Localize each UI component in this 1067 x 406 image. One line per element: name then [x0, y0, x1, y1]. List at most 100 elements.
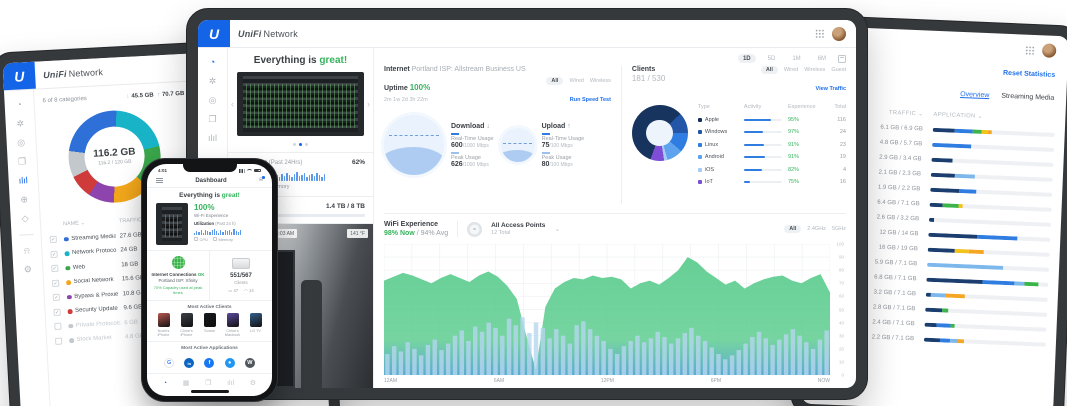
app-icon-google[interactable]: G [164, 358, 175, 369]
category-checkbox[interactable] [54, 322, 62, 331]
chevron-down-icon[interactable]: ⌄ [554, 226, 561, 233]
run-speed-test-link[interactable]: Run Speed Test [569, 97, 611, 103]
nav-dashboard-icon[interactable]: ◔ [162, 379, 168, 387]
phone-screen: 4:01 Dashboard ⍾ Everything is great! [147, 164, 272, 396]
y-axis-label: 0 [841, 372, 844, 378]
sidebar-item-dashboard-icon[interactable]: ◔ [209, 57, 216, 67]
signal-icon [239, 168, 245, 173]
category-checkbox[interactable]: ✓ [51, 279, 60, 287]
view-traffic-link[interactable]: View Traffic [815, 86, 846, 92]
clients-tab-guest[interactable]: Guest [831, 67, 846, 73]
sidebar-item-settings-icon[interactable]: ⚙ [23, 264, 33, 275]
time-range-1d[interactable]: 1D [737, 54, 756, 63]
carousel-dot[interactable] [305, 143, 308, 146]
clients-table-header: Type Activity Experience Total [697, 104, 846, 111]
application-stacked-bar [927, 262, 1050, 272]
menu-icon[interactable] [156, 178, 163, 183]
carousel-dot-active[interactable] [299, 143, 302, 146]
sidebar-item-map-icon[interactable]: ⊕ [20, 194, 29, 205]
notifications-bell-icon[interactable]: ⍾ [259, 176, 265, 183]
tab-streaming-media[interactable]: Streaming Media [1001, 92, 1055, 102]
most-active-client[interactable]: Noah's iPhone [154, 313, 173, 337]
carousel-dot[interactable] [293, 143, 296, 146]
application-stacked-bar [925, 292, 1048, 302]
uptime-duration: 2m 1w 2d 3h 22m [384, 97, 428, 103]
sidebar-item-statistics-icon[interactable]: ılıl [18, 175, 28, 186]
carousel-next-icon[interactable]: › [367, 98, 370, 109]
wifi-tab-all[interactable]: All [784, 225, 802, 233]
sidebar-item-topology-icon[interactable]: ✲ [208, 76, 217, 86]
user-avatar[interactable] [832, 26, 846, 41]
nav-settings-icon[interactable]: ⚙ [249, 380, 257, 387]
sidebar-item-insights-icon[interactable]: ◇ [21, 213, 29, 224]
app-icon-messenger[interactable]: ● [224, 358, 235, 369]
sidebar-item-unifi-devices-icon[interactable]: ◎ [17, 137, 26, 148]
category-checkbox[interactable]: ✓ [52, 293, 61, 302]
sidebar-item-unifi-devices-icon[interactable]: ◎ [208, 95, 217, 105]
most-active-client[interactable]: LG TV [246, 313, 265, 337]
most-active-client[interactable]: Chloe's iPhone [177, 313, 196, 337]
most-active-apps-title: Most Active Applications [181, 346, 238, 352]
clients-table-row: Android 91% 19 [697, 151, 846, 164]
sidebar-item-dashboard-icon[interactable]: ◔ [16, 99, 23, 110]
internet-tab-wireless[interactable]: Wireless [589, 78, 611, 84]
clients-tab-all[interactable]: All [760, 66, 778, 74]
client-photo [203, 313, 216, 328]
globe-icon [171, 256, 185, 269]
app-launcher-icon[interactable] [815, 29, 824, 38]
client-label: Chloe's iPhone [180, 329, 193, 338]
wifi-tab-2.4ghz[interactable]: 2.4GHz [807, 226, 826, 232]
time-range-1m[interactable]: 1M [792, 55, 801, 62]
app-icon-facebook[interactable]: f [204, 358, 215, 369]
nav-devices-icon[interactable]: ▦ [182, 380, 190, 387]
categories-count: 6 of 8 categories [42, 95, 88, 105]
category-dot [66, 294, 72, 300]
cpu-checkbox[interactable] [194, 237, 198, 241]
experience-value: 97% [788, 129, 800, 136]
application-stacked-bar [926, 277, 1049, 287]
internet-connections-card[interactable]: Internet Connections OK Portland ISP: Xf… [147, 251, 209, 300]
app-launcher-icon[interactable] [1025, 45, 1035, 55]
most-active-client[interactable]: Sonos [200, 313, 219, 337]
most-active-client[interactable]: Chloe's Macbook [223, 313, 242, 337]
category-checkbox[interactable]: ✓ [51, 264, 59, 273]
reset-statistics-link[interactable]: Reset Statistics [1002, 69, 1056, 79]
category-checkbox[interactable] [54, 337, 63, 345]
sidebar-item-statistics-icon[interactable]: ılıl [208, 133, 217, 143]
donut-total: 116.2 GB [92, 146, 136, 160]
category-checkbox[interactable]: ✓ [50, 250, 58, 258]
clients-tab-wired[interactable]: Wired [783, 67, 799, 73]
carousel-dots [228, 140, 373, 153]
clients-card[interactable]: 551/567 Clients ▭ 47 ◠ 14 [209, 251, 272, 301]
download-arrow-icon: ↓ [126, 93, 130, 100]
sidebar-item-clients-icon[interactable]: ❐ [17, 156, 27, 167]
sidebar-item-notifications-icon[interactable]: ⍾ [23, 245, 31, 256]
internet-tab-wired[interactable]: Wired [569, 78, 584, 84]
application-stacked-bar [930, 187, 1053, 197]
user-avatar[interactable] [1041, 43, 1057, 58]
tab-overview[interactable]: Overview [960, 90, 990, 100]
category-dot [65, 280, 71, 285]
carousel-prev-icon[interactable]: ‹ [231, 98, 234, 109]
dashboard-main: 1D 5D 1M 6M Internet Portland ISP: Allstrea… [374, 48, 856, 388]
internet-tab-all[interactable]: All [546, 77, 564, 85]
client-label: Sonos [204, 329, 215, 334]
nav-statistics-icon[interactable]: ılıl [227, 379, 235, 387]
category-checkbox[interactable]: ✓ [53, 308, 61, 316]
time-range-5d[interactable]: 5D [767, 55, 776, 62]
wifi-tab-5ghz[interactable]: 5GHz [831, 226, 846, 232]
memory-checkbox[interactable] [212, 237, 217, 241]
access-point-icon [467, 221, 483, 237]
uptime-value: 100% [409, 83, 431, 92]
sidebar-item-topology-icon[interactable]: ✲ [16, 118, 25, 129]
sidebar-item-clients-icon[interactable]: ❐ [208, 114, 217, 124]
app-icon-linkedin[interactable]: in [184, 358, 195, 369]
category-dot [68, 323, 73, 329]
app-icon-wordpress[interactable]: W [244, 358, 255, 369]
home-indicator[interactable] [190, 390, 229, 393]
nav-clients-icon[interactable]: ❐ [205, 380, 212, 387]
clients-tab-wireless[interactable]: Wireless [804, 67, 826, 73]
category-checkbox[interactable]: ✓ [49, 235, 58, 244]
calendar-icon[interactable] [838, 54, 846, 63]
time-range-6m[interactable]: 6M [817, 55, 826, 62]
